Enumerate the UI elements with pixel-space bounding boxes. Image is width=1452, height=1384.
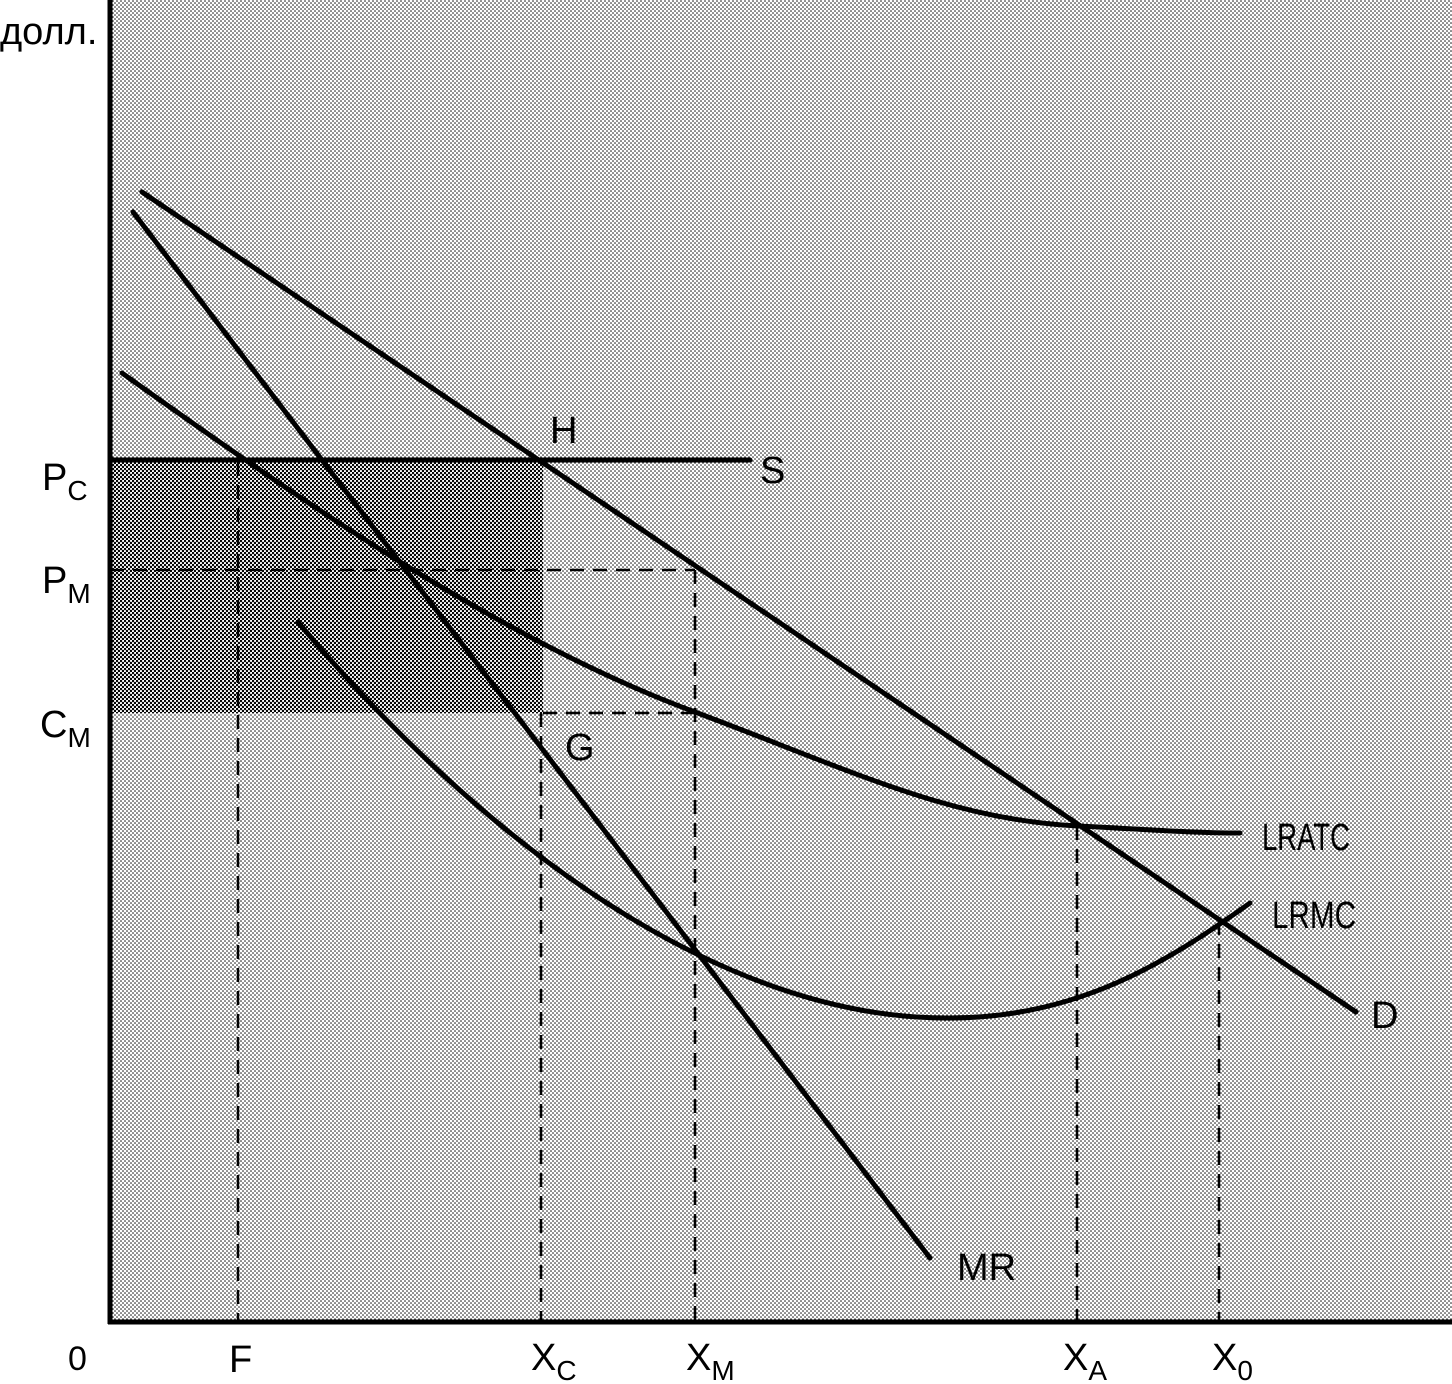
tick-label-x0-sub: 0 xyxy=(1237,1355,1253,1384)
tick-label-pc-sub: C xyxy=(67,475,87,506)
point-label-g: G xyxy=(565,727,595,769)
lrmc-curve xyxy=(295,619,1253,1021)
tick-label-x0: X0 xyxy=(1212,1337,1253,1384)
lrmc-label: LRMC xyxy=(1272,895,1356,937)
tick-label-pc-main: P xyxy=(42,457,67,499)
tick-label-xm: XM xyxy=(686,1337,735,1384)
tick-label-f: F xyxy=(229,1339,252,1381)
tick-label-xc-sub: C xyxy=(556,1355,576,1384)
tick-label-xa-main: X xyxy=(1063,1337,1088,1379)
tick-label-xm-main: X xyxy=(686,1337,711,1379)
lratc-label: LRATC xyxy=(1262,817,1350,859)
tick-label-cm: CM xyxy=(40,704,91,753)
tick-label-pm-sub: M xyxy=(67,578,90,609)
tick-label-xa-sub: A xyxy=(1088,1355,1107,1384)
marginal-revenue-curve xyxy=(130,209,933,1261)
tick-label-xc: XC xyxy=(531,1337,577,1384)
tick-label-pm-main: P xyxy=(42,560,67,602)
tick-label-pm: PM xyxy=(42,560,91,609)
tick-label-x0-main: X xyxy=(1212,1337,1237,1379)
tick-label-xa: XA xyxy=(1063,1337,1107,1384)
tick-label-pc: PC xyxy=(42,457,88,506)
tick-label-xm-sub: M xyxy=(711,1355,734,1384)
shaded-profit-area xyxy=(112,460,543,713)
marginal-revenue-label: MR xyxy=(957,1247,1016,1289)
lratc-curve xyxy=(119,370,1243,836)
point-label-h: H xyxy=(550,410,577,452)
demand-label: D xyxy=(1371,995,1398,1037)
origin-label: 0 xyxy=(68,1340,87,1378)
supply-label: S xyxy=(760,450,785,492)
tick-label-cm-sub: M xyxy=(67,722,90,753)
tick-label-xc-main: X xyxy=(531,1337,556,1379)
demand-curve xyxy=(139,189,1359,1015)
y-axis-unit-label: долл. xyxy=(0,11,97,53)
tick-label-cm-main: C xyxy=(40,704,67,746)
